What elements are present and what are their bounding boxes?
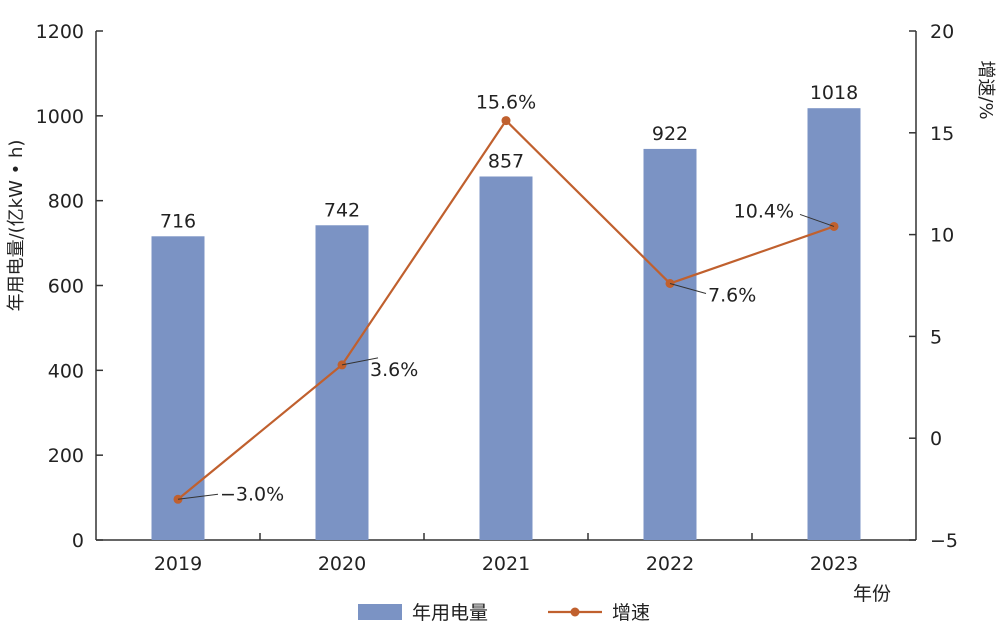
bar-label-2019: 716 [160,210,196,232]
bar-label-2022: 922 [652,123,688,145]
x-tick-label: 2021 [482,553,530,575]
right-tick-label: 0 [930,428,942,450]
bar-label-2023: 1018 [810,82,858,104]
bar-2021 [479,176,533,540]
axes: 0 200 400 600 800 1000 1200 −5 0 5 10 15 20 2019 2020 2… [6,21,996,605]
line-label-leader [341,357,379,366]
bar-2020 [315,225,369,541]
right-tick-label: 10 [930,225,954,247]
x-tick-label: 2020 [318,553,366,575]
line-label-leader [177,493,219,500]
legend-bar-swatch [358,604,402,620]
right-tick-label: −5 [930,530,958,552]
right-tick-label: 15 [930,123,954,145]
bar-label-2020: 742 [324,199,360,221]
right-tick-label: 5 [930,326,942,348]
left-tick-label: 1200 [36,21,84,43]
right-axis-title: 增速/% [975,60,996,119]
bar-2019 [151,236,205,540]
left-tick-label: 600 [48,276,84,298]
line-label-leader [799,213,835,227]
line-point-2021 [501,116,511,126]
left-tick-label: 800 [48,191,84,213]
bar-label-2021: 857 [488,150,524,172]
left-axis-title: 年用电量/(亿kW • h) [6,140,27,312]
left-tick-label: 400 [48,360,84,382]
x-tick-label: 2022 [646,553,694,575]
x-tick-label: 2019 [154,553,202,575]
line-label-2021: 15.6% [476,92,536,114]
left-tick-label: 200 [48,445,84,467]
line-label-leader [669,282,707,294]
line-label-2023: 10.4% [734,200,794,222]
legend-bar-label: 年用电量 [412,602,488,624]
x-tick-label: 2023 [810,553,858,575]
legend-line-marker [570,607,580,617]
x-axis-title: 年份 [853,583,891,605]
line-label-2019: −3.0% [220,483,284,505]
bar-series [151,108,861,541]
left-tick-label: 1000 [36,106,84,128]
line-labels: −3.0% 3.6% 15.6% 7.6% 10.4% [177,92,835,505]
bar-2022 [643,148,697,540]
right-tick-label: 20 [930,21,954,43]
line-label-2022: 7.6% [708,284,756,306]
left-tick-label: 0 [72,530,84,552]
legend-line-label: 增速 [612,602,650,624]
bar-labels: 716 742 857 922 1018 [160,82,858,232]
bar-2023 [807,108,861,540]
line-label-2020: 3.6% [370,359,418,381]
legend: 年用电量 增速 [358,602,650,624]
